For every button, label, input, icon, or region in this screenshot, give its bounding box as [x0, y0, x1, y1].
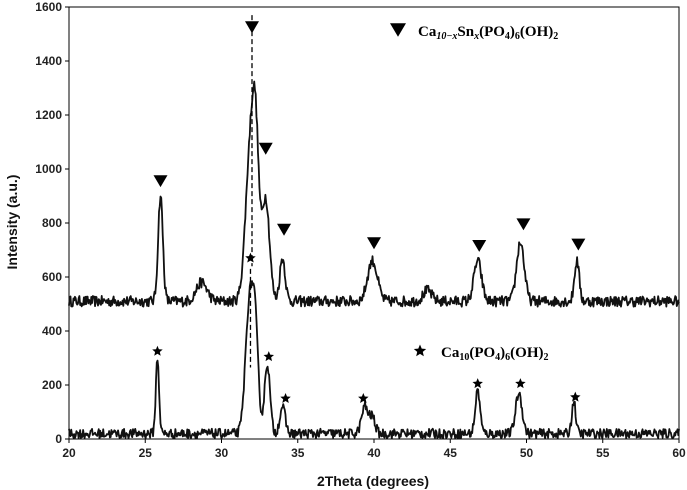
legend-label: Ca10(PO4)6(OH)2: [441, 345, 549, 363]
series-lines: [68, 80, 680, 440]
triangle-marker: [472, 240, 487, 252]
x-axis-title: 2Theta (degrees): [317, 473, 429, 489]
legend-label-part: ): [510, 24, 515, 40]
triangle-marker: [245, 21, 259, 34]
legend-star-icon: [413, 344, 427, 357]
star-marker: [570, 391, 581, 402]
legend-label-part: 10: [459, 352, 469, 363]
legend-triangle-icon: [390, 23, 406, 37]
legend-label-part: x: [473, 31, 479, 42]
legend-label-part: Sn: [457, 24, 474, 40]
y-tick-label: 1600: [35, 0, 62, 14]
y-tick-label: 200: [42, 378, 62, 392]
legend-label-part: 4: [505, 31, 510, 42]
star-marker: [152, 345, 163, 356]
legend-label: Ca10−xSnx(PO4)6(OH)2: [418, 24, 558, 42]
legend-label-part: 2: [553, 31, 558, 42]
x-tick-label: 20: [62, 446, 76, 460]
dashed-reference-lines: [249, 15, 253, 368]
y-tick-label: 600: [42, 270, 62, 284]
triangle-marker: [258, 142, 273, 155]
x-tick-label: 40: [367, 446, 381, 460]
legend-label-part: (PO: [469, 345, 495, 361]
legend-label-part: Ca: [418, 24, 437, 40]
axes: [65, 6, 680, 443]
legend-label-part: ): [500, 345, 505, 361]
y-tick-label: 400: [42, 324, 62, 338]
legend-label-part: Ca: [441, 345, 460, 361]
triangle-marker: [367, 237, 381, 250]
legend-label-part: 2: [544, 352, 549, 363]
x-tick-label: 35: [291, 446, 305, 460]
triangle-marker: [571, 238, 586, 251]
series-line-1: [68, 280, 680, 440]
y-tick-label: 0: [55, 432, 62, 446]
star-marker: [280, 393, 291, 403]
y-axis-title: Intensity (a.u.): [4, 175, 20, 270]
tick-labels: 20 25 30 35 40 45 50 55 600200400600800100012001…: [35, 0, 686, 460]
y-tick-label: 1200: [35, 108, 62, 122]
star-marker: [263, 351, 275, 362]
series-line-0: [68, 80, 680, 308]
y-tick-label: 1400: [35, 54, 62, 68]
triangle-marker: [153, 175, 168, 188]
x-tick-label: 30: [215, 446, 229, 460]
x-tick-label: 60: [672, 446, 686, 460]
legend-label-part: 6: [515, 31, 520, 42]
legend-label-part: 10−x: [436, 31, 457, 42]
legend-label-part: (PO: [479, 24, 505, 40]
star-marker: [358, 393, 369, 403]
x-tick-label: 45: [444, 446, 458, 460]
plot-frame: [68, 6, 680, 440]
star-marker: [472, 378, 483, 389]
star-marker: [245, 252, 256, 263]
legend-label-part: (OH): [510, 345, 543, 361]
x-tick-label: 55: [596, 446, 610, 460]
x-tick-label: 25: [139, 446, 153, 460]
peak-markers: [152, 21, 586, 403]
triangle-marker: [277, 223, 292, 236]
triangle-marker: [516, 218, 531, 231]
star-marker: [515, 378, 526, 389]
x-tick-label: 50: [520, 446, 534, 460]
y-tick-label: 800: [42, 216, 62, 230]
legend-label-part: 6: [505, 352, 510, 363]
y-tick-label: 1000: [35, 162, 62, 176]
legend-label-part: 4: [495, 352, 500, 363]
legend-label-part: (OH): [520, 24, 553, 40]
